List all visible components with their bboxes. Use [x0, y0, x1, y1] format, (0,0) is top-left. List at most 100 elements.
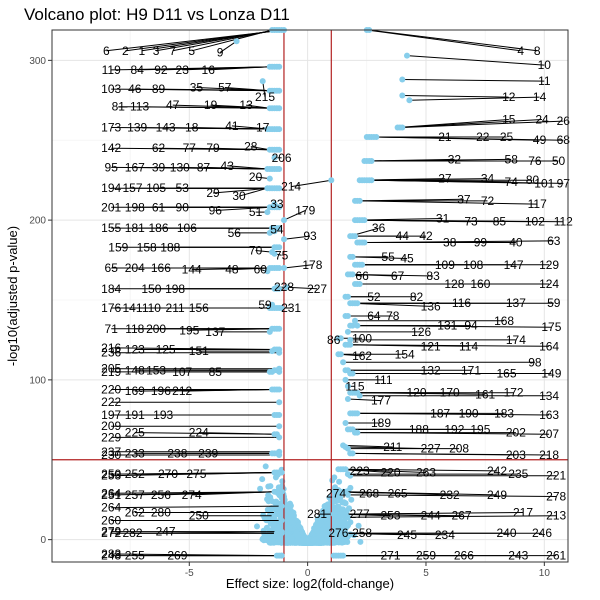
point-label: 189	[371, 416, 391, 430]
point-label: 68	[557, 133, 571, 147]
point-label: 207	[539, 427, 559, 441]
labeled-point	[266, 87, 273, 94]
point-label: 8	[534, 44, 541, 58]
labeled-point	[354, 429, 361, 436]
point-label: 170	[440, 386, 460, 400]
point-label: 194	[101, 181, 121, 195]
point-label: 223	[350, 464, 370, 478]
point-label: 63	[547, 234, 561, 248]
point-label: 115	[345, 379, 364, 393]
point-label: 228	[274, 280, 294, 294]
point-label: 60	[254, 263, 268, 277]
point-label: 178	[302, 258, 322, 272]
data-point	[257, 485, 264, 492]
data-point	[357, 538, 364, 545]
point-label: 166	[151, 261, 171, 275]
labeled-point	[271, 412, 278, 418]
point-label: 176	[101, 301, 121, 315]
point-label: 184	[101, 282, 121, 296]
point-label: 137	[205, 325, 225, 339]
point-label: 47	[166, 98, 180, 112]
labeled-point	[354, 410, 361, 417]
label-connector	[227, 165, 268, 170]
data-point	[284, 539, 291, 545]
labeled-point	[271, 488, 278, 495]
label-connector	[359, 200, 538, 205]
point-label: 257	[125, 488, 145, 502]
point-label: 20	[249, 170, 263, 184]
labeled-point	[266, 229, 273, 236]
label-connector	[402, 79, 545, 82]
labeled-point	[359, 261, 366, 268]
plot-panel	[51, 29, 569, 563]
label-connector	[283, 264, 313, 269]
point-label: 125	[156, 343, 176, 357]
point-label: 114	[459, 339, 478, 353]
label-connector	[345, 468, 498, 472]
point-label: 269	[167, 549, 187, 563]
labeled-point	[269, 450, 276, 457]
data-point	[262, 463, 269, 470]
data-point	[295, 522, 302, 529]
point-label: 265	[388, 486, 408, 500]
labeled-point	[271, 154, 278, 161]
point-label: 206	[272, 151, 292, 165]
labeled-point	[337, 351, 344, 358]
point-label: 3	[153, 44, 160, 58]
labeled-point	[273, 552, 280, 559]
point-label: 167	[125, 160, 145, 174]
labeled-point	[281, 265, 287, 271]
point-label: 25	[500, 130, 514, 144]
point-label: 279	[101, 525, 121, 539]
point-label: 245	[397, 528, 417, 542]
point-label: 57	[218, 81, 232, 95]
point-label: 198	[165, 282, 185, 296]
point-label: 80	[526, 173, 540, 187]
label-connector	[196, 472, 275, 475]
point-label: 211	[383, 440, 402, 454]
point-label: 270	[158, 467, 178, 481]
labeled-point	[271, 512, 278, 519]
labeled-point	[354, 300, 361, 307]
point-label: 174	[506, 333, 526, 347]
point-label: 11	[538, 74, 551, 88]
point-label: 168	[494, 314, 514, 328]
label-connectors	[106, 29, 564, 557]
point-label: 148	[125, 363, 145, 377]
point-label: 249	[487, 488, 507, 502]
point-label: 37	[457, 192, 471, 206]
data-point	[355, 522, 362, 529]
point-label: 149	[541, 367, 561, 381]
point-label: 46	[128, 82, 142, 96]
point-label: 128	[444, 277, 464, 291]
point-label: 10	[538, 58, 552, 72]
point-label: 70	[249, 244, 263, 258]
data-point	[324, 521, 331, 528]
point-label: 119	[102, 63, 121, 77]
point-label: 7	[169, 44, 176, 58]
data-point	[329, 477, 336, 484]
point-label: 142	[101, 141, 121, 155]
point-label: 42	[419, 229, 433, 243]
labeled-point	[404, 52, 410, 59]
point-label: 21	[438, 130, 452, 144]
point-label: 268	[359, 486, 379, 500]
labeled-point	[259, 78, 266, 85]
labeled-point	[271, 244, 278, 251]
panel-border	[51, 29, 569, 563]
label-connector	[402, 95, 509, 98]
label-connector	[212, 147, 273, 151]
data-point	[348, 496, 355, 503]
point-label: 99	[474, 236, 488, 250]
point-label: 84	[131, 63, 145, 77]
point-label: 95	[105, 160, 119, 174]
point-label: 32	[448, 152, 462, 166]
point-label: 274	[326, 486, 346, 500]
labeled-point	[349, 450, 356, 457]
label-connector	[283, 210, 306, 221]
point-label: 1	[139, 44, 146, 58]
point-label: 151	[189, 344, 209, 358]
labeled-point	[347, 336, 354, 343]
point-label: 123	[125, 343, 145, 357]
point-label: 225	[125, 426, 145, 440]
